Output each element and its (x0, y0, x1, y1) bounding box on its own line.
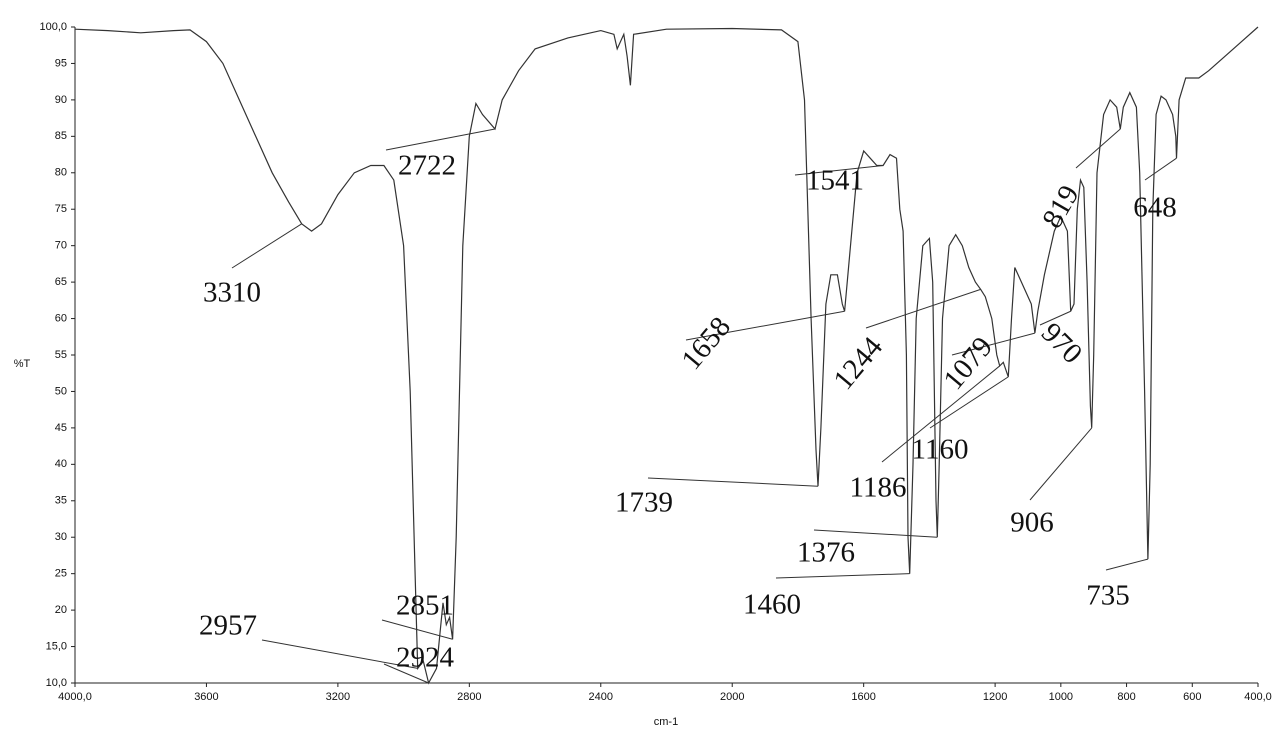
annotation-leader (647, 477, 819, 487)
x-axis-label: cm-1 (654, 716, 678, 728)
x-tick-label: 1600 (851, 691, 875, 703)
x-tick-label: 3200 (326, 691, 350, 703)
x-tick-label: 2000 (720, 691, 744, 703)
y-tick-label: 50 (55, 385, 67, 397)
annotation-leader (231, 223, 303, 269)
annotation-leader (865, 288, 981, 329)
x-tick-label: 4000,0 (58, 691, 92, 703)
annotation: 1739 (615, 487, 673, 519)
annotation-leader (929, 376, 1009, 429)
y-tick-label: 90 (55, 94, 67, 106)
annotation-leader (1039, 310, 1071, 326)
x-tick-label: 800 (1117, 691, 1135, 703)
annotation-leader (261, 639, 418, 669)
spectrum-line (74, 26, 1259, 685)
x-tick-label: 1000 (1049, 691, 1073, 703)
annotation: 3310 (203, 277, 261, 309)
annotation-leader (1029, 427, 1093, 501)
annotation-leader (685, 310, 845, 341)
annotation: 970 (1035, 317, 1088, 370)
y-tick-label: 65 (55, 276, 67, 288)
y-tick-label: 70 (55, 240, 67, 252)
y-tick-label: 85 (55, 130, 67, 142)
x-tick-label: 1200 (983, 691, 1007, 703)
annotation: 906 (1010, 507, 1054, 539)
y-tick-label: 15,0 (46, 640, 67, 652)
annotation-leader (1144, 157, 1177, 181)
annotation: 1541 (806, 165, 864, 197)
annotation-leader (385, 128, 496, 151)
annotation: 819 (1036, 180, 1085, 234)
annotation: 735 (1086, 580, 1130, 612)
y-tick-label: 10,0 (46, 677, 67, 689)
annotation: 1376 (797, 537, 855, 569)
y-tick-label: 75 (55, 203, 67, 215)
annotation-leader (794, 164, 884, 176)
x-tick-label: 2400 (589, 691, 613, 703)
x-tick-label: 2800 (457, 691, 481, 703)
annotation-leader (951, 332, 1036, 356)
annotation-leader (775, 573, 910, 579)
y-tick-label: 35 (55, 495, 67, 507)
y-tick-label: 20 (55, 604, 67, 616)
annotation: 1079 (937, 331, 999, 396)
annotation: 2851 (396, 590, 454, 622)
annotation-leader (383, 663, 429, 684)
annotation: 648 (1133, 192, 1177, 224)
x-tick-label: 600 (1183, 691, 1201, 703)
annotation: 1658 (675, 311, 737, 376)
y-axis-label: %T (14, 358, 31, 370)
y-tick-label: 55 (55, 349, 67, 361)
y-tick-label: 30 (55, 531, 67, 543)
annotation: 1160 (912, 434, 969, 466)
y-tick-label: 80 (55, 167, 67, 179)
y-tick-label: 100,0 (39, 21, 67, 33)
x-tick-label: 3600 (194, 691, 218, 703)
annotation: 2957 (199, 610, 257, 642)
annotation: 2722 (398, 150, 456, 182)
y-tick-label: 25 (55, 568, 67, 580)
y-tick-label: 95 (55, 57, 67, 69)
annotation-leader (1075, 128, 1121, 169)
x-tick-label: 400,0 (1244, 691, 1272, 703)
annotation: 1460 (743, 589, 801, 621)
annotation-leader (813, 529, 938, 538)
y-tick-label: 45 (55, 422, 67, 434)
annotation-leader (381, 619, 453, 640)
y-tick-label: 60 (55, 312, 67, 324)
annotation: 1244 (827, 331, 889, 396)
annotation: 2924 (396, 642, 455, 674)
annotation-leader (881, 365, 1001, 463)
annotation-leader (1105, 558, 1149, 571)
y-tick-label: 40 (55, 458, 67, 470)
annotation: 1186 (850, 472, 907, 504)
